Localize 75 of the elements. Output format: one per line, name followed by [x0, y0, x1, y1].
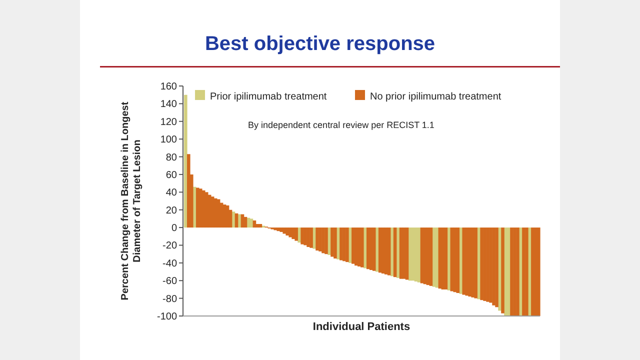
bar [360, 228, 364, 268]
bar [330, 228, 334, 257]
bar [396, 228, 400, 278]
bar [522, 228, 526, 316]
bar [234, 213, 238, 228]
bar [501, 228, 504, 314]
y-tick-label: 80 [166, 152, 178, 164]
bar [420, 228, 424, 284]
bar [444, 228, 448, 290]
bar [417, 228, 421, 282]
x-axis-title: Individual Patients [312, 321, 410, 333]
bar [352, 228, 355, 264]
bar [390, 228, 394, 276]
y-axis-title: Percent Change from Baseline in Longest Diameter of Target Lesion [120, 101, 143, 300]
bar [432, 228, 436, 287]
bar [480, 228, 484, 300]
bar [507, 228, 510, 316]
y-tick-label: 100 [160, 134, 178, 146]
bar [334, 228, 337, 258]
bar [250, 218, 254, 228]
bar [525, 228, 528, 316]
bar [292, 228, 295, 240]
bar [531, 228, 534, 316]
bar [366, 228, 370, 270]
bar [408, 228, 412, 281]
bar [438, 228, 442, 289]
bar [387, 228, 391, 276]
bar [405, 228, 409, 280]
bar [184, 94, 188, 228]
y-tick-label: 120 [160, 116, 178, 128]
bar [447, 228, 451, 290]
y-tick-label: 0 [171, 223, 178, 234]
bar [288, 228, 292, 238]
chart-title: Best objective response [204, 33, 436, 55]
legend-label: No prior ipilimumab treatment [370, 92, 502, 102]
y-tick-label: 40 [166, 188, 178, 199]
bar [393, 228, 397, 278]
bar [316, 228, 319, 251]
y-tick-label: -60 [162, 276, 178, 288]
bar [462, 228, 466, 295]
bar [399, 228, 403, 279]
annotation: By independent central review per RECIST 1.1 [248, 120, 434, 130]
bar [510, 228, 514, 316]
bar [516, 228, 520, 316]
bar [372, 228, 376, 271]
bar [300, 228, 304, 244]
bar [280, 228, 284, 232]
y-tick-label: 60 [166, 170, 178, 181]
bar [252, 220, 256, 228]
bar [429, 228, 433, 286]
bar [232, 212, 236, 228]
bar [310, 228, 313, 248]
bar [474, 228, 478, 298]
bar [537, 228, 540, 316]
y-tick-label: -20 [162, 240, 178, 252]
bar [435, 228, 439, 288]
bar [346, 228, 349, 262]
y-tick-label: -80 [162, 294, 178, 305]
y-tick-label: 140 [160, 99, 178, 110]
bar [228, 210, 232, 228]
y-tick-label: 20 [166, 205, 178, 216]
bar [378, 228, 382, 273]
legend-label: Prior ipilimumab treatment [210, 92, 327, 102]
bar [340, 228, 343, 260]
y-tick-label: -100 [156, 312, 178, 322]
bar [495, 228, 498, 308]
y-tick-label: -40 [162, 258, 178, 270]
y-tick-label: 160 [160, 82, 178, 92]
bar [286, 228, 290, 236]
bar [186, 154, 190, 228]
bar [244, 216, 248, 228]
bar [294, 228, 298, 241]
bar [324, 228, 328, 254]
bar [196, 188, 200, 228]
bar [456, 228, 460, 293]
